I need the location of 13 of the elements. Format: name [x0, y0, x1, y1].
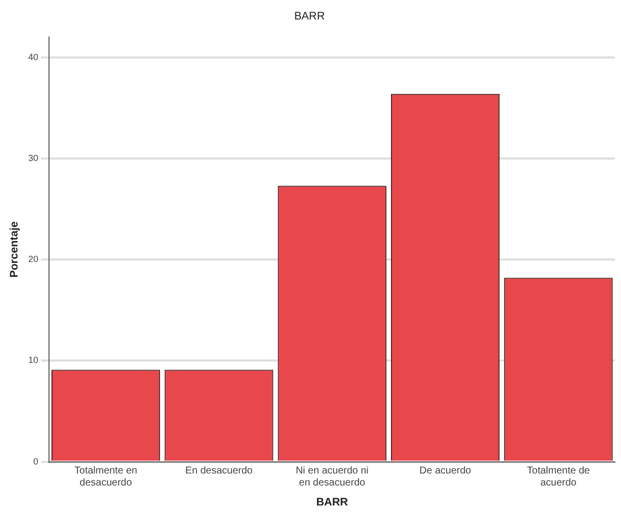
chart-title: BARR	[294, 10, 325, 23]
y-tick-label: 30	[28, 153, 38, 163]
x-tick-label: Totalmente en desacuerdo	[74, 466, 138, 489]
y-axis-title: Porcentaje	[8, 221, 21, 278]
y-tick-label: 40	[28, 52, 38, 62]
y-tick-label: 0	[33, 456, 38, 466]
y-tick-label: 20	[28, 254, 38, 264]
y-tick-label: 10	[28, 355, 38, 366]
x-tick-label: Totalmente de acuerdo	[527, 466, 590, 489]
x-tick-label: De acuerdo	[419, 466, 472, 477]
x-tick-label: Ni en acuerdo ni en desacuerdo	[296, 466, 369, 489]
x-tick-label: En desacuerdo	[185, 466, 254, 477]
x-axis-title: BARR	[316, 496, 348, 508]
